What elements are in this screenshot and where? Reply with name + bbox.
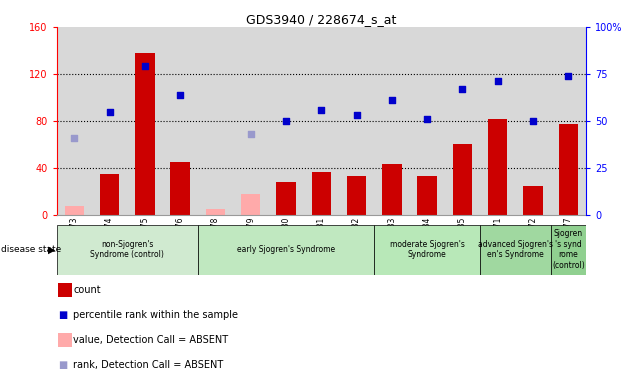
Text: Sjogren
's synd
rome
(control): Sjogren 's synd rome (control) <box>552 230 585 270</box>
Point <box>457 86 467 92</box>
Bar <box>453 144 472 215</box>
Point <box>387 97 397 103</box>
Bar <box>171 162 190 215</box>
Point <box>422 116 432 122</box>
Point <box>316 107 326 113</box>
Bar <box>206 209 225 215</box>
Bar <box>551 225 586 275</box>
Point <box>246 131 256 137</box>
Bar <box>312 172 331 215</box>
Point <box>105 109 115 115</box>
Text: count: count <box>73 285 101 295</box>
Bar <box>347 176 366 215</box>
Bar <box>57 225 198 275</box>
Bar <box>488 119 507 215</box>
Bar <box>418 176 437 215</box>
Text: moderate Sjogren's
Syndrome: moderate Sjogren's Syndrome <box>390 240 464 259</box>
Point <box>175 91 185 98</box>
Bar <box>65 206 84 215</box>
Bar <box>277 182 295 215</box>
Text: early Sjogren's Syndrome: early Sjogren's Syndrome <box>237 245 335 254</box>
Text: non-Sjogren's
Syndrome (control): non-Sjogren's Syndrome (control) <box>90 240 164 259</box>
Point <box>352 112 362 118</box>
Point <box>528 118 538 124</box>
Text: percentile rank within the sample: percentile rank within the sample <box>73 310 238 320</box>
Bar <box>480 225 551 275</box>
Bar <box>135 53 154 215</box>
Text: ■: ■ <box>59 310 67 320</box>
Point <box>69 135 79 141</box>
Bar <box>374 225 480 275</box>
Bar <box>559 124 578 215</box>
Text: disease state: disease state <box>1 245 61 254</box>
Title: GDS3940 / 228674_s_at: GDS3940 / 228674_s_at <box>246 13 396 26</box>
Point <box>563 73 573 79</box>
Point <box>281 118 291 124</box>
Text: ■: ■ <box>59 360 67 370</box>
Bar <box>524 185 542 215</box>
Point <box>493 78 503 84</box>
Bar <box>198 225 374 275</box>
Text: advanced Sjogren's
en's Syndrome: advanced Sjogren's en's Syndrome <box>478 240 553 259</box>
Bar <box>382 164 401 215</box>
Text: rank, Detection Call = ABSENT: rank, Detection Call = ABSENT <box>73 360 223 370</box>
Bar <box>241 194 260 215</box>
Text: ▶: ▶ <box>48 245 55 255</box>
Bar <box>100 174 119 215</box>
Point <box>140 63 150 70</box>
Text: value, Detection Call = ABSENT: value, Detection Call = ABSENT <box>73 335 228 345</box>
